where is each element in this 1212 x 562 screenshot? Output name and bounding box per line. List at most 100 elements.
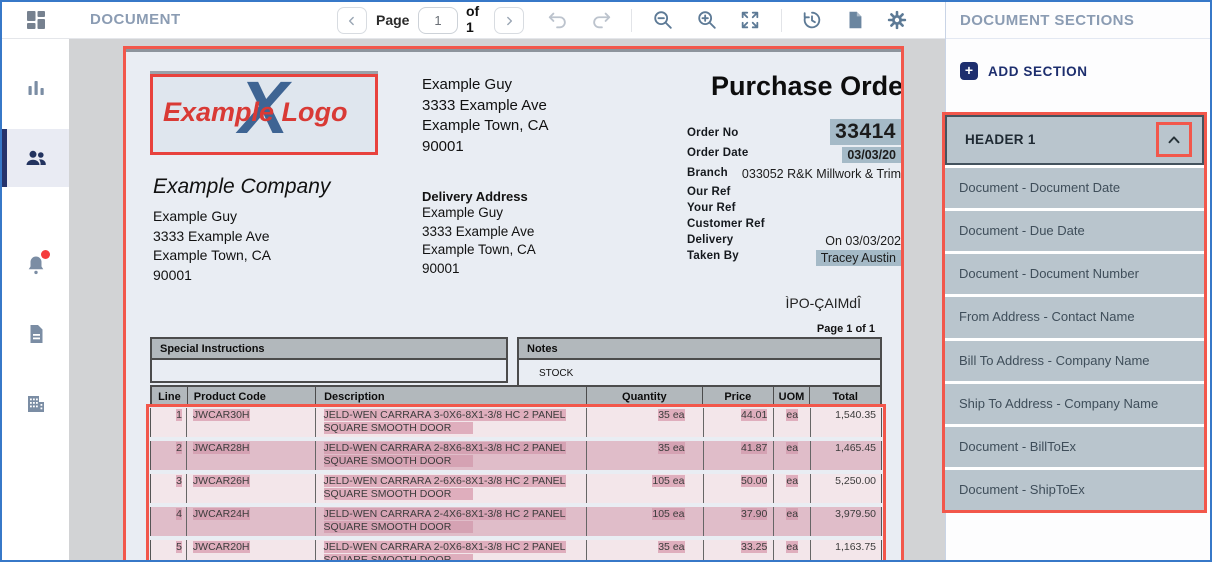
cell-total: 3,979.50 <box>835 508 876 520</box>
prev-page-button[interactable] <box>337 7 367 34</box>
meta-value: On 03/03/202 <box>825 234 901 248</box>
panel-title: DOCUMENT SECTIONS <box>960 12 1135 29</box>
meta-label: Your Ref <box>687 202 736 214</box>
add-section-label: ADD SECTION <box>988 63 1088 79</box>
notes-label: Notes <box>519 339 880 360</box>
sidebar-item-documents[interactable] <box>2 311 69 357</box>
cell-line: 5 <box>176 541 182 553</box>
next-page-button[interactable] <box>494 7 524 34</box>
page-count-label: of 1 <box>466 3 480 35</box>
settings-gear-icon[interactable] <box>886 9 908 31</box>
cell-product-code: JWCAR28H <box>192 442 250 454</box>
po-title: Purchase Order <box>711 71 904 101</box>
cell-uom: ea <box>786 475 799 487</box>
sidebar-item-analytics[interactable] <box>2 65 69 111</box>
meta-label: Branch <box>687 167 728 179</box>
meta-row: Order Date 03/03/20 <box>687 147 901 165</box>
cell-total: 1,163.75 <box>835 541 876 553</box>
special-instructions-box: Special Instructions <box>150 337 508 383</box>
from-address: Example Guy 3333 Example Ave Example Tow… <box>153 208 272 283</box>
col-header-description: Description <box>316 387 587 405</box>
reference-code: ÌPO-ÇAIMdÎ <box>785 295 861 311</box>
meta-row: Branch 033052 R&K Millwork & Trim <box>687 167 901 185</box>
add-section-button[interactable]: + ADD SECTION <box>960 60 1088 82</box>
section-item[interactable]: Ship To Address - Company Name <box>945 383 1204 424</box>
cell-price: 37.90 <box>741 508 768 520</box>
notes-box: Notes STOCK <box>517 337 882 389</box>
document-page[interactable]: X Example Logo Example Company Example G… <box>123 46 904 560</box>
meta-row: Your Ref <box>687 202 901 220</box>
sidebar-item-notifications[interactable] <box>2 242 69 288</box>
page-number-input[interactable] <box>418 7 458 34</box>
meta-value: 033052 R&K Millwork & Trim <box>741 167 901 181</box>
section-item[interactable]: Document - ShipToEx <box>945 469 1204 511</box>
file-icon <box>30 325 42 343</box>
meta-row: Taken By Tracey Austin <box>687 250 901 268</box>
delivery-address-label: Delivery Address <box>422 189 528 204</box>
cell-description: JELD-WEN CARRARA 2-0X6-8X1-3/8 HC 2 PANE… <box>323 541 566 560</box>
fit-screen-icon[interactable] <box>739 9 761 31</box>
col-header-total: Total <box>832 391 858 403</box>
cell-uom: ea <box>786 442 799 454</box>
section-group-header[interactable]: HEADER 1 <box>945 115 1204 165</box>
section-item[interactable]: Bill To Address - Company Name <box>945 340 1204 381</box>
meta-row: Our Ref <box>687 186 901 204</box>
logo-annotation-box[interactable]: X Example Logo <box>150 74 378 155</box>
cell-quantity: 35 ea <box>658 442 685 454</box>
toolbar-divider <box>631 9 632 32</box>
col-header-uom: UOM <box>774 387 811 405</box>
cell-product-code: JWCAR30H <box>192 409 250 421</box>
section-item[interactable]: Document - Due Date <box>945 211 1204 252</box>
dashboard-icon[interactable] <box>24 8 48 32</box>
header-section-group: HEADER 1 Document - Document Date Docume… <box>942 112 1207 514</box>
table-row[interactable]: 5 JWCAR20H JELD-WEN CARRARA 2-0X6-8X1-3/… <box>150 540 882 560</box>
table-body: 1 JWCAR30H JELD-WEN CARRARA 3-0X6-8X1-3/… <box>150 408 882 560</box>
history-icon[interactable] <box>801 9 823 31</box>
meta-row: Customer Ref <box>687 218 901 236</box>
bar-chart-icon <box>28 81 44 95</box>
col-header-price: Price <box>703 387 774 405</box>
table-header-row: Line Product Code Description Quantity P… <box>150 385 882 407</box>
table-row[interactable]: 4 JWCAR24H JELD-WEN CARRARA 2-4X6-8X1-3/… <box>150 507 882 536</box>
chevron-right-icon <box>507 16 513 25</box>
center-address: Example Guy 3333 Example Ave Example Tow… <box>422 76 549 155</box>
cell-line: 4 <box>176 508 182 520</box>
sidebar-item-company[interactable] <box>2 381 69 427</box>
zoom-out-icon[interactable] <box>652 9 674 31</box>
collapse-section-button[interactable] <box>1156 122 1192 157</box>
meta-label: Delivery <box>687 234 734 246</box>
document-icon[interactable] <box>844 9 866 31</box>
logo-text: Example Logo <box>163 97 348 127</box>
section-item[interactable]: Document - BillToEx <box>945 426 1204 467</box>
section-item[interactable]: From Address - Contact Name <box>945 297 1204 338</box>
sidebar-item-users[interactable] <box>2 129 69 187</box>
cell-description: JELD-WEN CARRARA 2-6X6-8X1-3/8 HC 2 PANE… <box>323 475 566 500</box>
cell-uom: ea <box>786 409 799 421</box>
meta-value-highlighted: Tracey Austin <box>815 250 901 266</box>
page-title: DOCUMENT <box>90 11 181 28</box>
meta-label: Order No <box>687 127 739 139</box>
zoom-in-icon[interactable] <box>696 9 718 31</box>
table-row[interactable]: 3 JWCAR26H JELD-WEN CARRARA 2-6X6-8X1-3/… <box>150 474 882 503</box>
section-item[interactable]: Document - Document Date <box>945 168 1204 209</box>
undo-icon[interactable] <box>547 9 569 31</box>
panel-header: DOCUMENT SECTIONS <box>946 2 1210 39</box>
meta-value-highlighted: 33414 <box>830 119 901 145</box>
col-header-line: Line <box>152 387 188 405</box>
redo-icon[interactable] <box>590 9 612 31</box>
cell-quantity: 105 ea <box>652 508 685 520</box>
special-instructions-label: Special Instructions <box>152 339 506 360</box>
cell-quantity: 105 ea <box>652 475 685 487</box>
cell-quantity: 35 ea <box>658 541 685 553</box>
cell-description: JELD-WEN CARRARA 3-0X6-8X1-3/8 HC 2 PANE… <box>323 409 566 434</box>
cell-product-code: JWCAR24H <box>192 508 250 520</box>
toolbar: DOCUMENT Page of 1 <box>2 2 945 39</box>
page-label: Page <box>376 12 410 28</box>
cell-line: 1 <box>176 409 182 421</box>
meta-row: Order No 33414 <box>687 119 901 145</box>
cell-product-code: JWCAR26H <box>192 475 250 487</box>
table-row[interactable]: 2 JWCAR28H JELD-WEN CARRARA 2-8X6-8X1-3/… <box>150 441 882 470</box>
table-row[interactable]: 1 JWCAR30H JELD-WEN CARRARA 3-0X6-8X1-3/… <box>150 408 882 437</box>
chevron-up-icon <box>1168 135 1180 143</box>
section-item[interactable]: Document - Document Number <box>945 254 1204 295</box>
